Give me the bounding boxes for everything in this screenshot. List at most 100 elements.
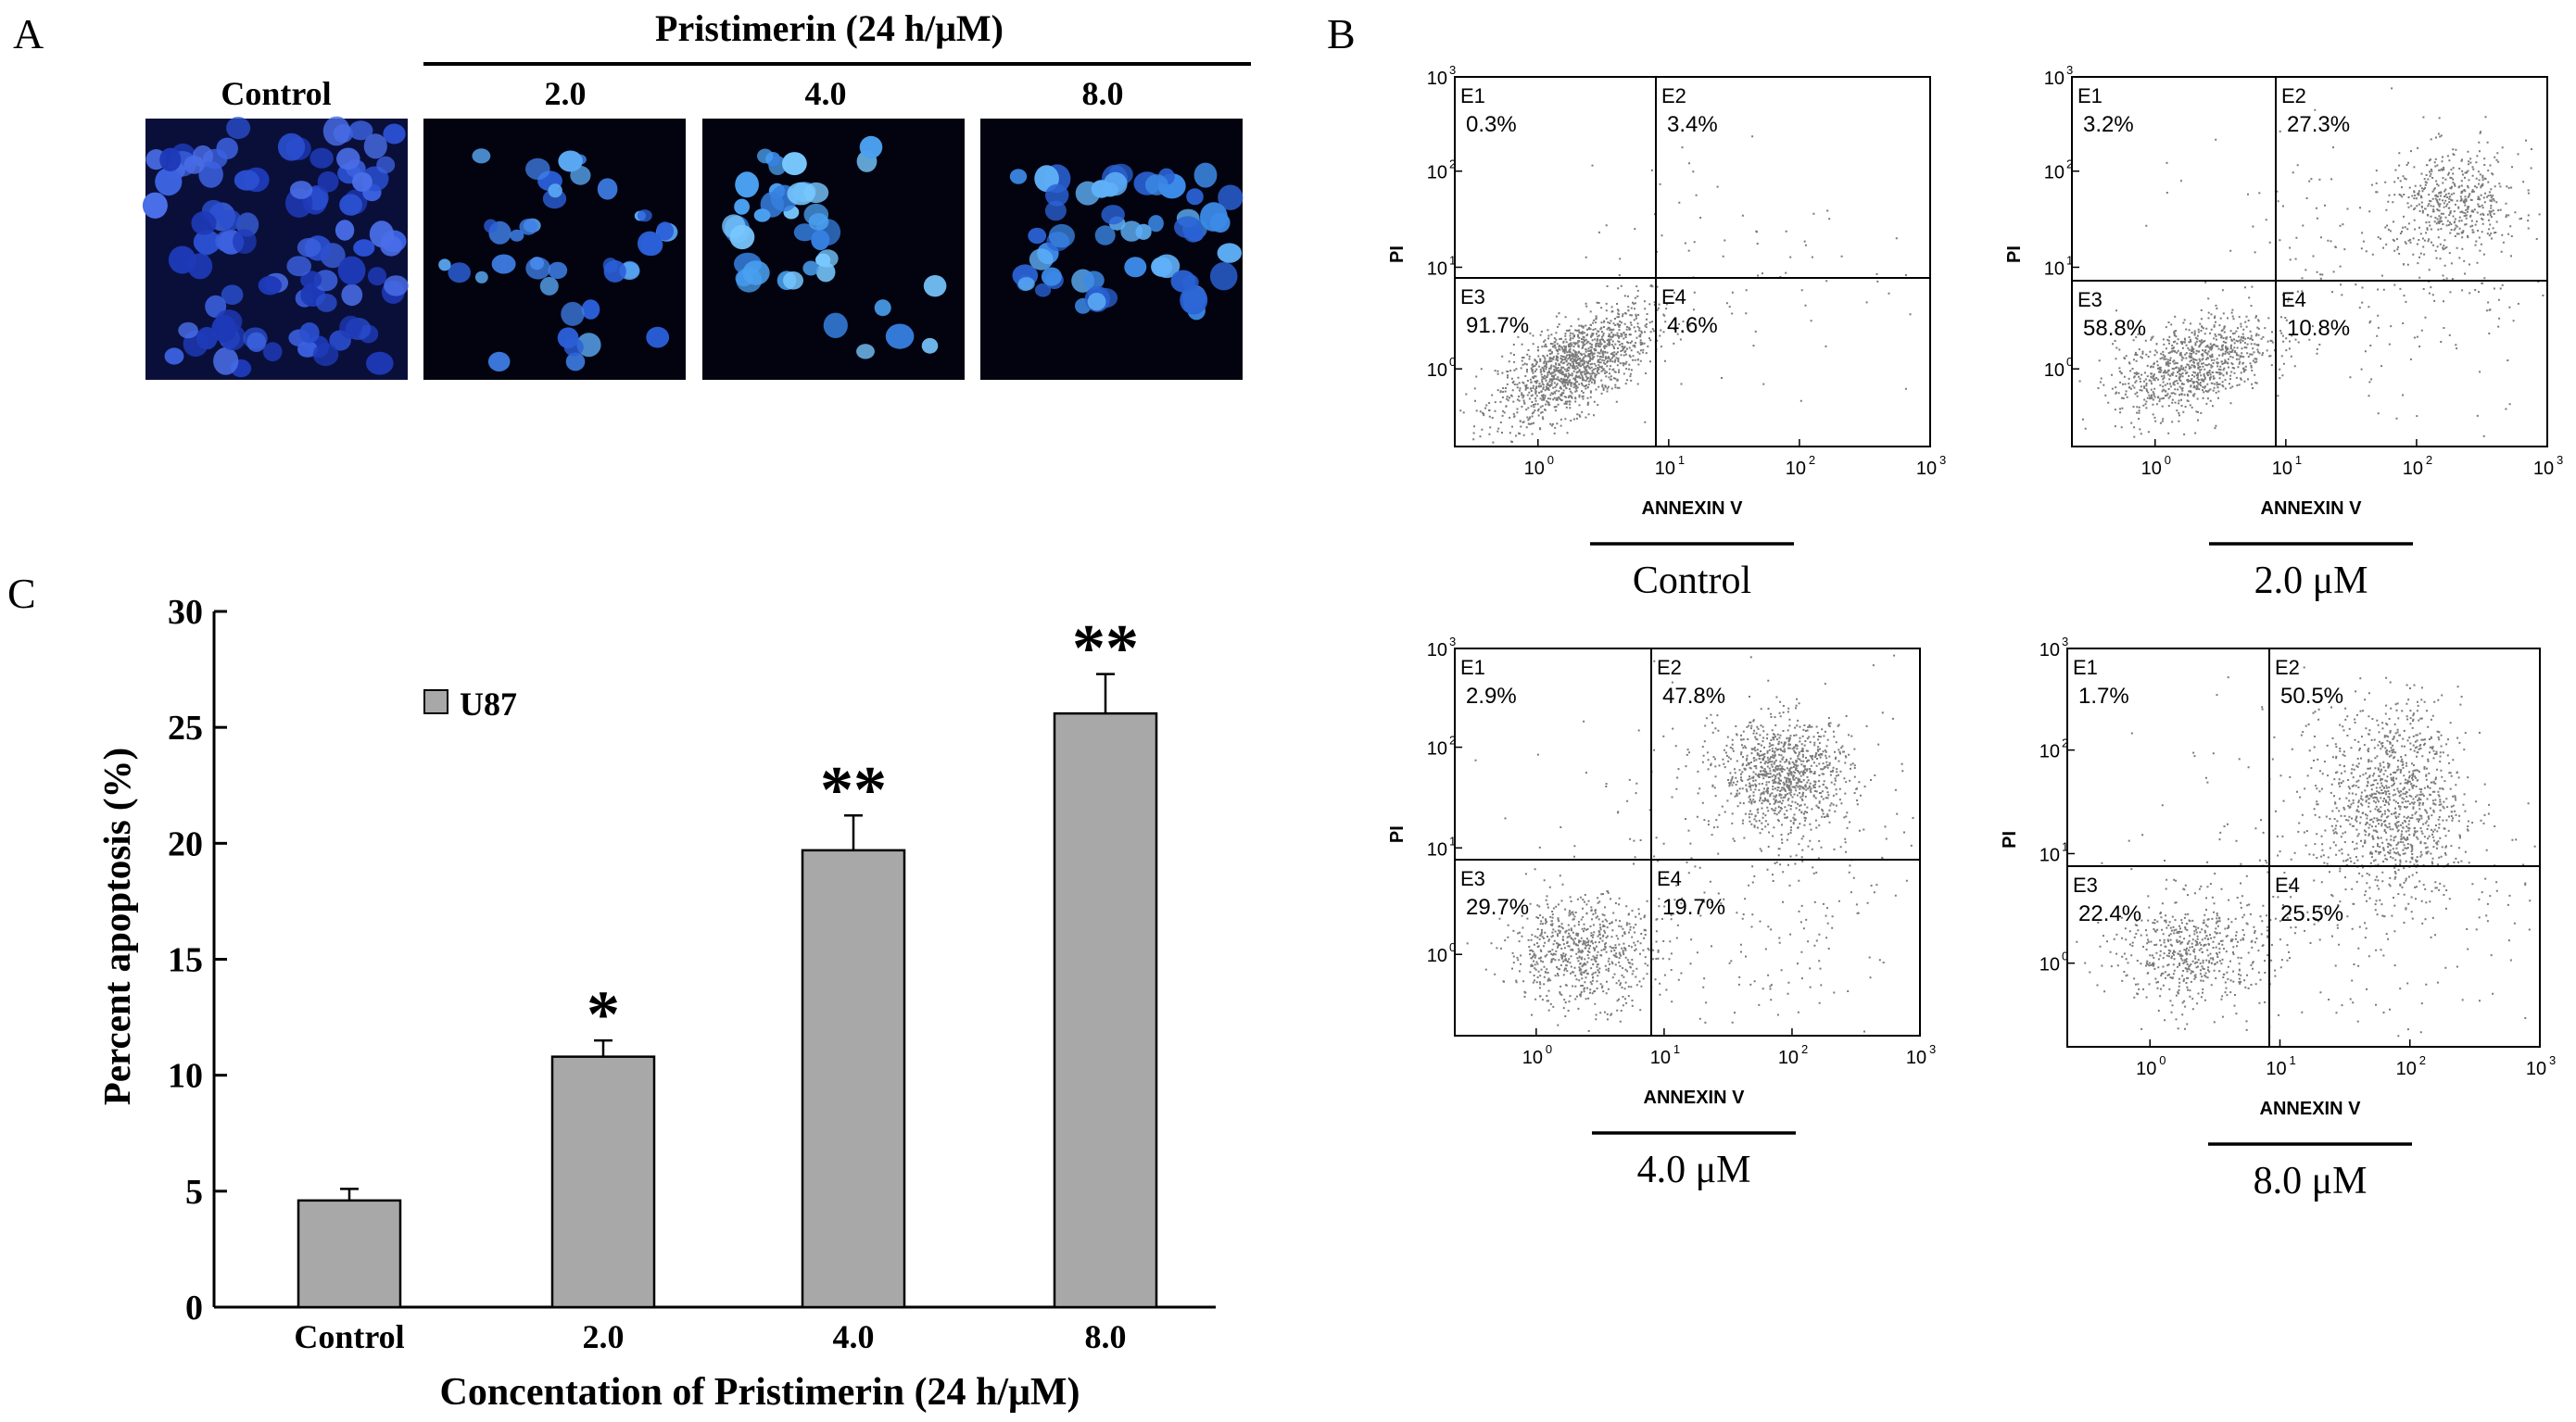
flow-x-tick-exponent: 0: [2165, 453, 2171, 467]
flow-plot-caption: 2.0 μM: [2254, 560, 2368, 602]
significance-marker: **: [1072, 611, 1139, 686]
quadrant-percent-e4: 19.7%: [1662, 895, 1725, 920]
cell-nucleus: [191, 211, 217, 235]
cell-nucleus: [597, 178, 618, 200]
cell-nucleus: [484, 219, 498, 233]
quadrant-percent-e4: 4.6%: [1667, 313, 1718, 338]
cell-nucleus: [339, 194, 362, 216]
x-category-label: 2.0: [583, 1318, 625, 1355]
x-category-label: Control: [294, 1318, 404, 1355]
cell-nucleus: [487, 351, 511, 371]
flow-plot-caption: Control: [1633, 560, 1751, 602]
quadrant-percent-e4: 25.5%: [2280, 901, 2343, 926]
quadrant-percent-e3: 22.4%: [2078, 901, 2141, 926]
flow-events: [2078, 87, 2544, 438]
y-tick-label: 25: [168, 709, 203, 748]
bar-2: [550, 1055, 656, 1309]
flow-y-tick: 10: [1427, 946, 1447, 966]
micrograph-4uM: [702, 119, 965, 380]
cell-nucleus: [734, 198, 750, 215]
quadrant-id-e2: E2: [2281, 84, 2306, 107]
panel-c-letter: C: [7, 570, 36, 617]
flow-y-tick-exponent: 1: [1449, 834, 1456, 848]
cell-nucleus: [525, 157, 550, 181]
flow-y-tick: 10: [2039, 955, 2060, 975]
flow-y-tick-exponent: 2: [1449, 734, 1456, 748]
flow-y-tick-exponent: 3: [2062, 635, 2068, 648]
cell-nucleus: [735, 171, 759, 198]
cell-nucleus: [815, 262, 836, 283]
quadrant-id-e2: E2: [2275, 656, 2300, 679]
flow-plot-caption: 8.0 μM: [2254, 1160, 2368, 1202]
y-tick-label: 15: [168, 941, 203, 980]
quadrant-percent-e2: 47.8%: [1662, 684, 1725, 709]
flow-scatter-points: [1459, 129, 1912, 444]
flow-plot-caption: 4.0 μM: [1637, 1149, 1751, 1191]
cell-nucleus: [221, 284, 244, 306]
flow-x-tick-exponent: 3: [2557, 453, 2563, 467]
cell-nucleus: [783, 271, 803, 290]
bar-4: [1053, 711, 1158, 1309]
cell-nucleus: [1209, 262, 1238, 291]
cell-nucleus: [300, 271, 322, 289]
quadrant-id-e3: E3: [1460, 867, 1485, 890]
cell-nucleus: [277, 132, 306, 161]
cell-nucleus: [519, 219, 538, 235]
cell-nucleus: [921, 337, 939, 354]
cell-nucleus: [576, 333, 601, 358]
flow-x-tick-exponent: 0: [1546, 1042, 1552, 1056]
cell-nucleus: [196, 326, 218, 350]
cell-nucleus: [1193, 162, 1218, 188]
cell-nucleus: [258, 275, 283, 296]
cell-nucleus: [233, 229, 257, 254]
cell-nucleus: [376, 156, 396, 174]
flow-x-tick-exponent: 2: [1809, 453, 1815, 467]
flow-x-tick-exponent: 1: [1678, 453, 1685, 467]
flow-y-tick: 10: [1427, 69, 1447, 89]
cell-nucleus: [297, 341, 318, 358]
significance-marker: **: [820, 752, 887, 826]
panel-a-letter: A: [13, 10, 44, 57]
quadrant-percent-e3: 58.8%: [2083, 316, 2146, 341]
cell-nucleus: [1186, 188, 1204, 206]
flow-y-tick-exponent: 3: [2066, 63, 2073, 77]
flow-plot-frame: [2066, 648, 2541, 1048]
flow-y-tick-exponent: 1: [2062, 839, 2068, 853]
quadrant-percent-e2: 3.4%: [1667, 112, 1718, 137]
cell-nucleus: [1174, 216, 1202, 239]
cell-nucleus: [1028, 227, 1047, 245]
quadrant-percent-e1: 3.2%: [2083, 112, 2134, 137]
flow-plot-frame: [2071, 76, 2548, 447]
flow-x-tick-exponent: 3: [1929, 1042, 1936, 1056]
cell-nucleus: [448, 262, 472, 283]
cell-nucleus: [793, 223, 816, 242]
flow-x-tick: 10: [1906, 1048, 1926, 1068]
cell-nucleus: [558, 150, 583, 172]
panel-a: A Pristimerin (24 h/μM) Control 2.0 4.0 …: [13, 7, 1251, 380]
cell-nucleus: [159, 147, 182, 171]
cell-nucleus: [155, 168, 183, 196]
quadrant-id-e1: E1: [1460, 84, 1485, 107]
cell-nucleus: [336, 147, 360, 170]
flow-x-tick-exponent: 1: [2295, 453, 2302, 467]
cell-nucleus: [565, 352, 586, 371]
flow-x-tick: 10: [2141, 459, 2162, 479]
cell-nucleus: [352, 171, 373, 192]
legend: U87: [423, 686, 517, 723]
micrograph-control: [142, 116, 409, 380]
flow-x-axis-label: ANNEXIN V: [2260, 1099, 2362, 1119]
flow-x-tick-exponent: 1: [2290, 1053, 2296, 1067]
cell-nucleus: [581, 299, 600, 320]
flow-y-axis-label: PI: [2000, 831, 2020, 849]
flow-scatter-points: [1466, 654, 1914, 1033]
flow-plot-frame: [1454, 76, 1931, 447]
flow-x-tick: 10: [2403, 459, 2423, 479]
legend-swatch: [423, 689, 448, 714]
panel-a-label-4: 4.0: [805, 75, 847, 112]
flow-y-tick-exponent: 2: [2062, 736, 2068, 750]
flow-x-axis-label: ANNEXIN V: [1642, 498, 1744, 519]
quadrant-id-e3: E3: [1460, 285, 1485, 308]
y-tick-label: 0: [185, 1289, 203, 1328]
